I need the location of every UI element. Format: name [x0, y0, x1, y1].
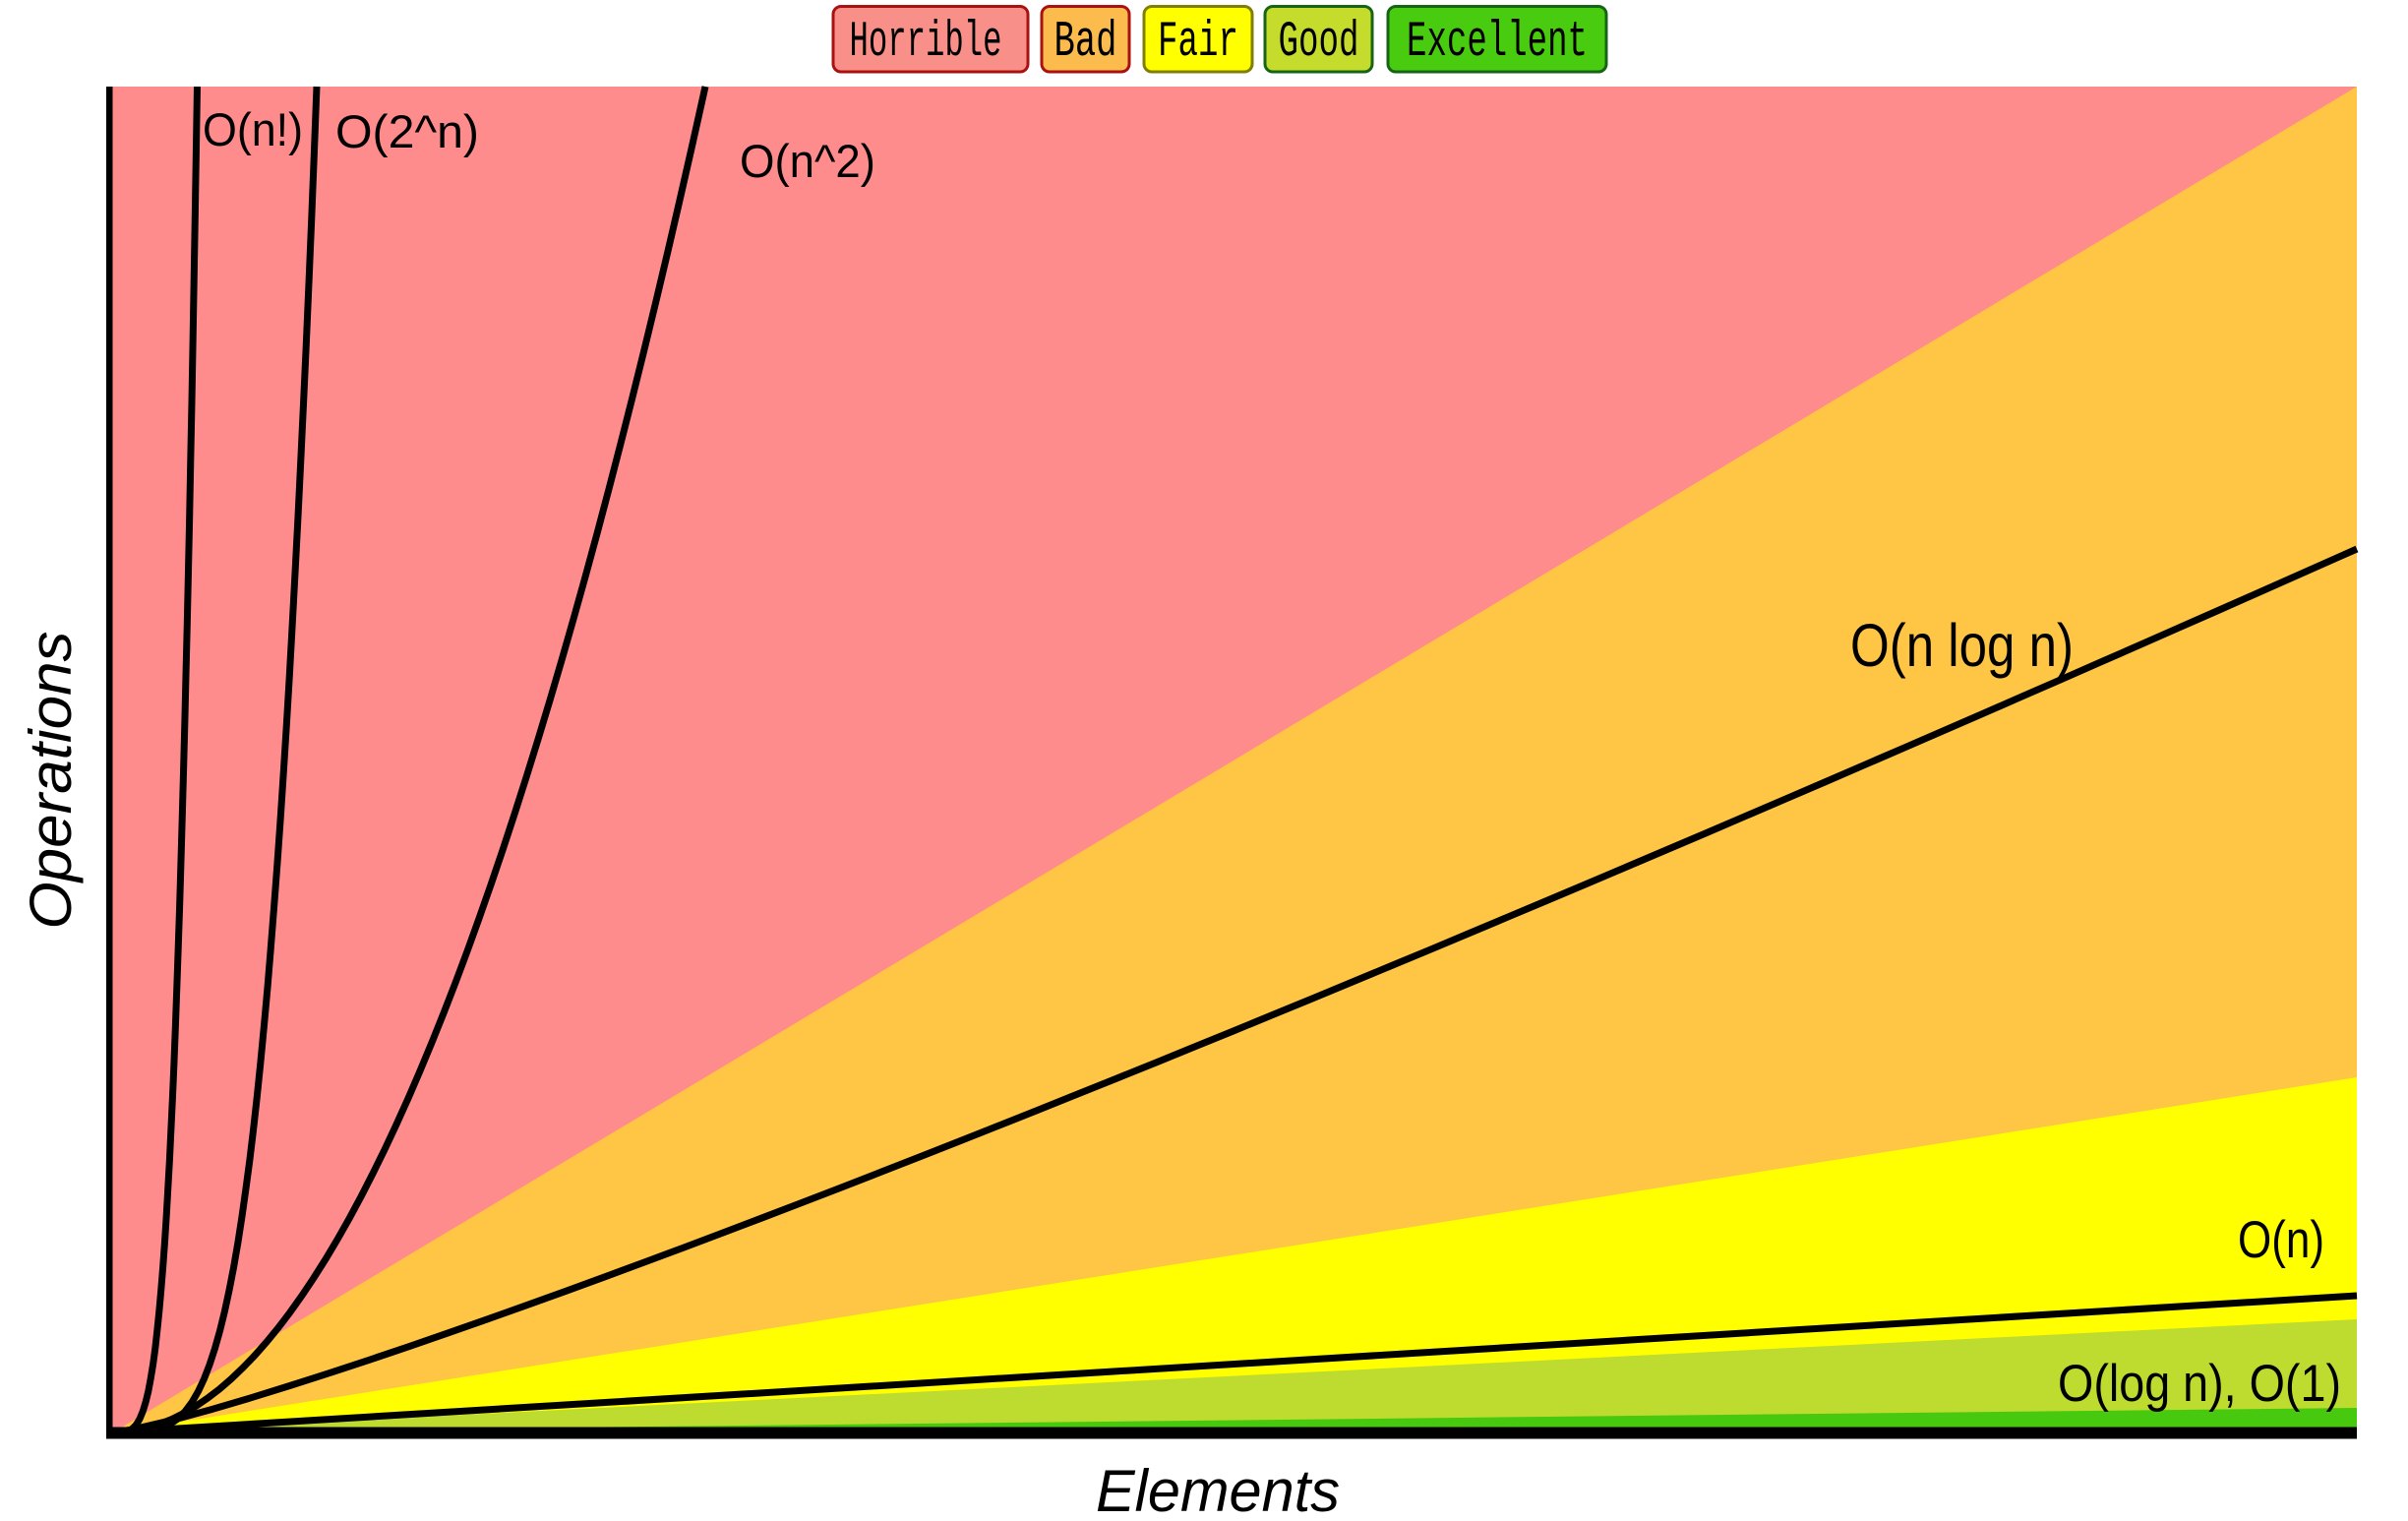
svg-text:Operations: Operations	[18, 632, 84, 930]
svg-text:Excellent: Excellent	[1407, 15, 1588, 71]
svg-text:O(n^2): O(n^2)	[740, 136, 875, 188]
svg-text:O(n log n): O(n log n)	[1850, 612, 2074, 680]
svg-text:O(n): O(n)	[2238, 1211, 2324, 1269]
svg-text:O(log n), O(1): O(log n), O(1)	[2058, 1355, 2341, 1413]
svg-text:Fair: Fair	[1158, 15, 1238, 71]
svg-text:O(2^n): O(2^n)	[335, 106, 479, 158]
svg-text:Good: Good	[1279, 15, 1359, 71]
svg-text:Bad: Bad	[1054, 15, 1117, 71]
svg-text:Elements: Elements	[1096, 1458, 1340, 1521]
svg-text:Horrible: Horrible	[850, 15, 1002, 71]
svg-text:O(n!): O(n!)	[203, 104, 303, 156]
